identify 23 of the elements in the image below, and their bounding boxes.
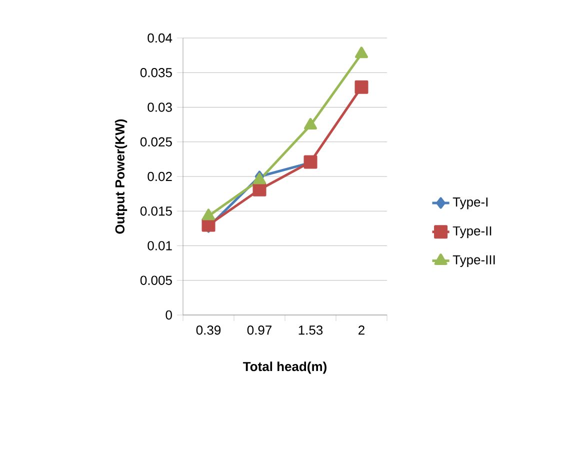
x-tick-label: 0.39 [196,326,221,335]
y-tick-label: 0.03 [148,102,172,112]
x-tick-label: 1.53 [298,326,323,335]
y-tick-label: 0.015 [140,206,172,216]
point [354,80,368,94]
y-tick-label: 0 [166,310,172,320]
y-tick-label: 0.02 [148,172,172,182]
legend-label: Type-III [452,255,495,267]
y-tick-label: 0.01 [148,241,172,250]
x-tick-label: 2 [358,326,364,335]
legend-label: Type-II [452,226,492,238]
legend-label: Type-I [452,198,488,210]
y-tick-label: 0.04 [148,33,172,43]
point [304,118,317,130]
point [202,208,215,220]
y-tick-label: 0.005 [140,276,172,285]
y-tick-label: 0.025 [140,137,172,146]
point [252,182,266,196]
point [355,46,368,58]
y-axis-title: Output Power(KW) [114,119,128,234]
y-tick-label: 0.035 [140,68,172,78]
x-tick-label: 0.97 [247,326,272,335]
x-axis-title: Total head(m) [243,362,326,374]
